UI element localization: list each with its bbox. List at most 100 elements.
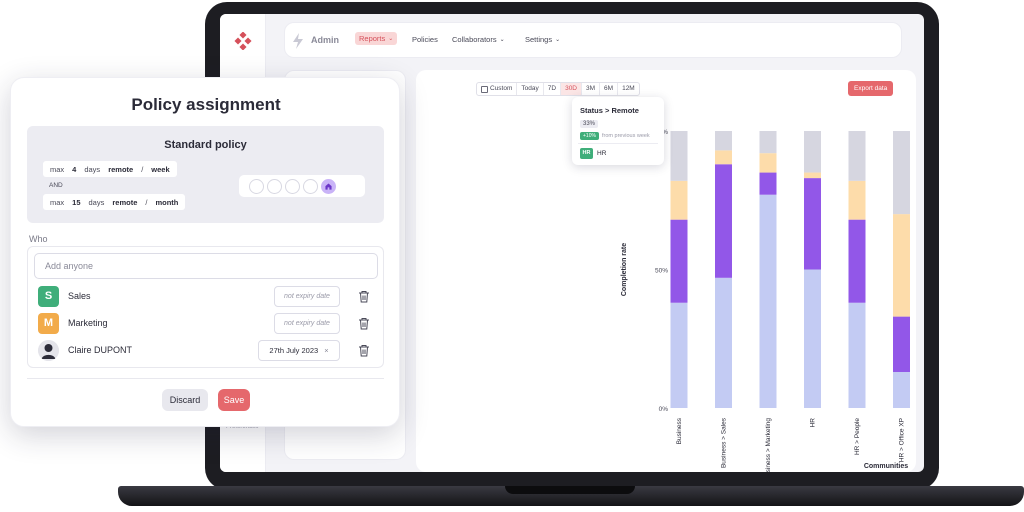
bar-segment[interactable]: [804, 178, 821, 270]
bar-segment[interactable]: [848, 131, 866, 181]
chevron-down-icon: ⌄: [555, 37, 561, 43]
rule-separator: /: [141, 164, 144, 174]
range-12m[interactable]: 12M: [622, 85, 635, 92]
clear-date-icon[interactable]: ×: [324, 346, 329, 355]
policy-summary: Standard policy max 4 days remote / week…: [27, 126, 384, 223]
rule-and-label: AND: [49, 182, 63, 189]
trash-icon[interactable]: [358, 344, 370, 357]
bar-segment[interactable]: [759, 172, 777, 195]
x-tick-label: HR > Office XP: [899, 418, 906, 462]
add-anyone-input[interactable]: [34, 253, 378, 279]
rule-prefix: max: [50, 197, 65, 207]
bar-segment[interactable]: [759, 194, 777, 408]
bar-segment[interactable]: [759, 153, 777, 173]
y-tick-label: 0%: [659, 406, 669, 413]
tooltip-community-label: HR: [597, 150, 607, 157]
list-item: S Sales not expiry date: [38, 285, 374, 309]
bar-segment[interactable]: [848, 180, 866, 220]
bar-segment[interactable]: [848, 219, 866, 303]
member-name: Claire DUPONT: [68, 345, 133, 355]
chevron-down-icon: ⌄: [388, 36, 394, 42]
avatar: M: [38, 313, 59, 334]
app-title: Admin: [311, 35, 339, 45]
bar-segment[interactable]: [893, 214, 910, 317]
nav-reports[interactable]: Reports ⌄: [355, 32, 398, 45]
tooltip-change-note: from previous week: [602, 133, 650, 139]
x-tick-label: Business > Sales: [721, 417, 728, 468]
range-custom[interactable]: Custom: [477, 83, 518, 95]
who-label: Who: [29, 234, 48, 244]
nav-settings[interactable]: Settings ⌄: [525, 35, 560, 44]
bar-segment[interactable]: [670, 302, 688, 408]
policy-name: Standard policy: [164, 139, 247, 151]
top-navigation: Admin Reports ⌄ Policies Collaborators ⌄…: [284, 22, 902, 58]
brand-logo-icon[interactable]: [234, 32, 252, 50]
bolt-icon: [293, 33, 303, 49]
nav-collaborators[interactable]: Collaborators ⌄: [452, 35, 505, 44]
tooltip-value: 33%: [580, 120, 599, 128]
trash-icon[interactable]: [358, 317, 370, 330]
bar-segment[interactable]: [715, 150, 732, 165]
modal-divider: [27, 378, 384, 379]
calendar-icon: [481, 85, 488, 93]
bar-segment[interactable]: [804, 172, 821, 179]
bar-segment[interactable]: [670, 180, 688, 220]
bar-segment[interactable]: [759, 131, 777, 154]
range-today[interactable]: Today: [517, 83, 544, 95]
bar-segment[interactable]: [715, 277, 732, 408]
range-6m[interactable]: 6M: [600, 83, 619, 95]
tooltip-change-badge: +10%: [580, 132, 599, 140]
expiry-date-value: 27th July 2023: [269, 346, 319, 355]
weekday-selector: [239, 175, 365, 197]
laptop-notch: [505, 486, 635, 494]
weekday-toggle-active[interactable]: [321, 178, 336, 194]
x-tick-label: HR: [810, 418, 817, 428]
policy-rule-week: max 4 days remote / week: [43, 161, 177, 177]
bar-segment[interactable]: [715, 164, 732, 278]
discard-button[interactable]: Discard: [162, 389, 208, 411]
rule-unit: days: [84, 164, 101, 174]
avatar: S: [38, 286, 59, 307]
bar-segment[interactable]: [804, 131, 821, 173]
rule-prefix: max: [50, 164, 65, 174]
laptop-base: [118, 486, 1024, 506]
tooltip-title: Status > Remote: [580, 106, 639, 115]
user-avatar-icon: [38, 340, 59, 361]
policy-rule-month: max 15 days remote / month: [43, 194, 186, 210]
bar-segment[interactable]: [893, 131, 910, 215]
rule-mode: remote: [112, 197, 138, 207]
bar-segment[interactable]: [848, 302, 866, 408]
weekday-toggle[interactable]: [249, 178, 264, 194]
save-button[interactable]: Save: [218, 389, 250, 411]
nav-policies[interactable]: Policies: [412, 35, 438, 44]
rule-mode: remote: [108, 164, 134, 174]
member-name: Marketing: [68, 318, 108, 328]
bar-segment[interactable]: [893, 371, 910, 408]
range-custom-label: Custom: [490, 85, 513, 92]
bar-segment[interactable]: [670, 131, 688, 181]
range-7d[interactable]: 7D: [544, 83, 562, 95]
rule-separator: /: [145, 197, 148, 207]
bar-segment[interactable]: [670, 219, 688, 303]
expiry-date-field[interactable]: 27th July 2023 ×: [258, 340, 340, 361]
bar-segment[interactable]: [893, 316, 910, 372]
rail-preferences-label[interactable]: Preferences: [226, 424, 259, 430]
range-3m[interactable]: 3M: [582, 83, 601, 95]
date-range-selector: Custom Today 7D 30D 3M 6M 12M: [476, 82, 640, 96]
trash-icon[interactable]: [358, 290, 370, 303]
nav-policies-label: Policies: [412, 35, 438, 44]
bar-segment[interactable]: [804, 269, 821, 409]
chevron-down-icon: ⌄: [499, 37, 505, 43]
range-30d[interactable]: 30D: [561, 83, 583, 95]
y-axis-label: Completion rate: [621, 243, 628, 296]
report-card: Custom Today 7D 30D 3M 6M 12M Export dat…: [416, 70, 916, 472]
bar-segment[interactable]: [715, 131, 732, 151]
expiry-date-field[interactable]: not expiry date: [274, 313, 340, 334]
expiry-date-field[interactable]: not expiry date: [274, 286, 340, 307]
weekday-toggle[interactable]: [267, 178, 282, 194]
tooltip-divider: [578, 143, 658, 144]
export-data-button[interactable]: Export data: [848, 81, 894, 96]
weekday-toggle[interactable]: [303, 178, 318, 194]
weekday-toggle[interactable]: [285, 178, 300, 194]
list-item: M Marketing not expiry date: [38, 312, 374, 336]
